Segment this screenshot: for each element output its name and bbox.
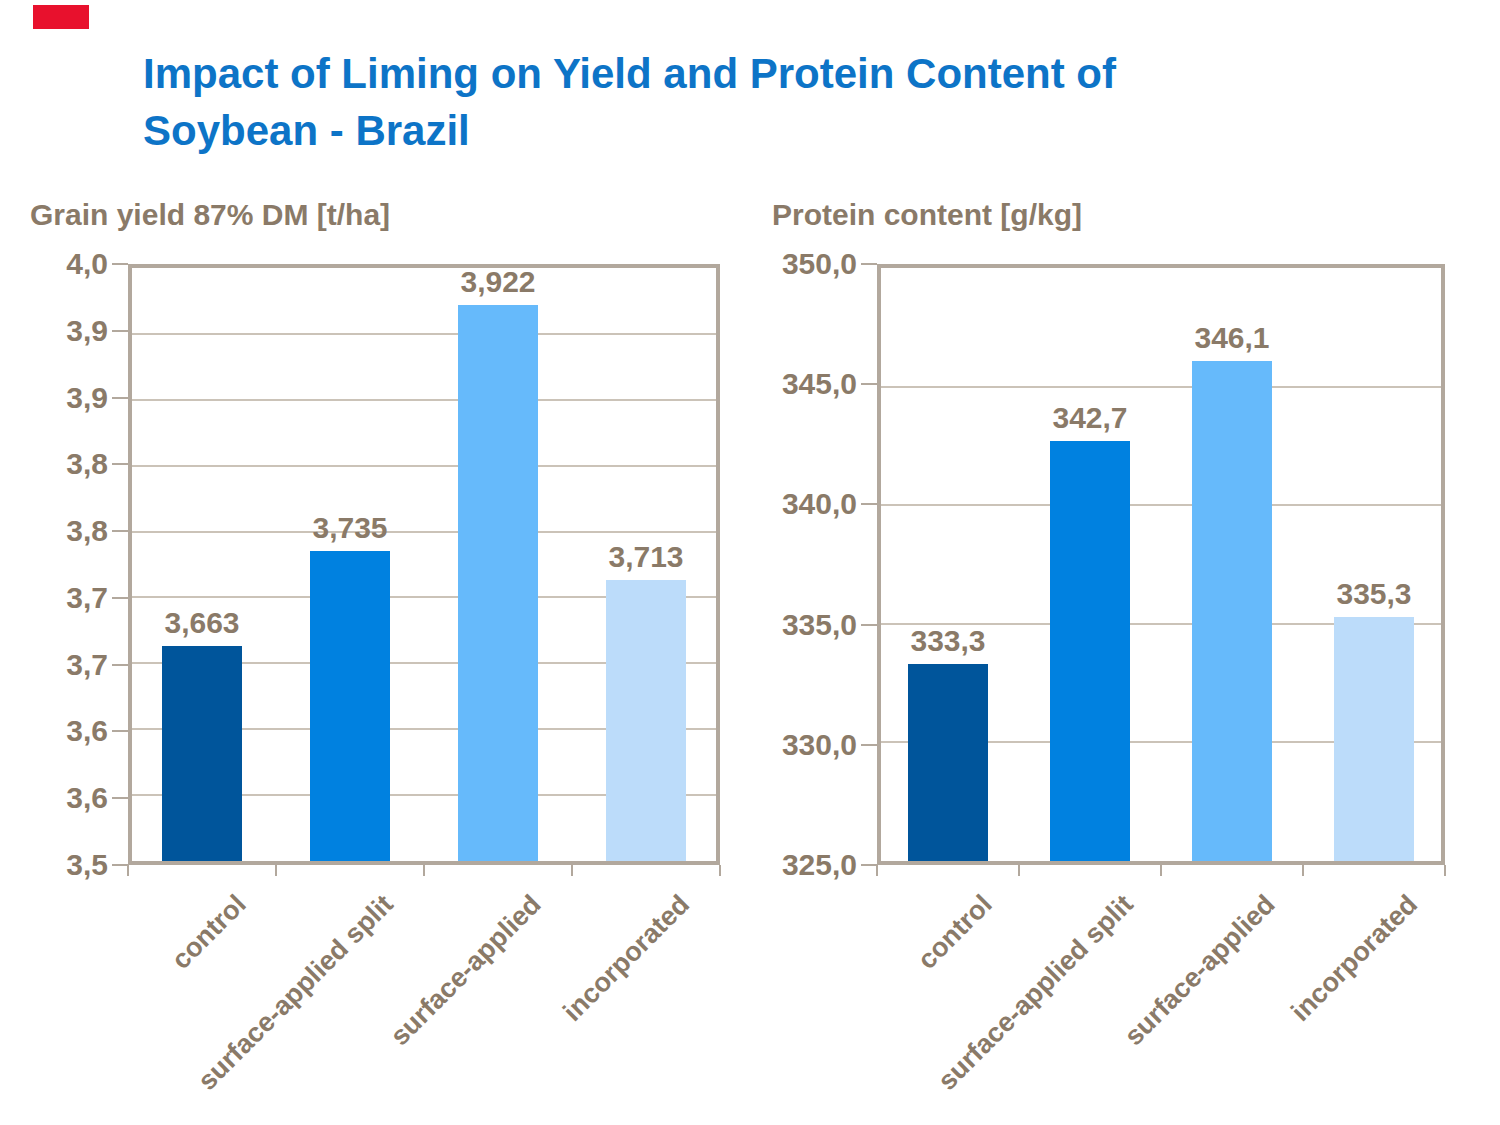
y-axis-tick bbox=[112, 597, 128, 599]
y-axis-tick bbox=[112, 397, 128, 399]
y-axis-tick-label: 330,0 bbox=[717, 728, 857, 762]
y-axis-tick-label: 325,0 bbox=[717, 848, 857, 882]
x-axis-tick bbox=[876, 865, 878, 876]
y-axis-tick-label: 3,9 bbox=[0, 314, 108, 348]
slide-title-line2: Soybean - Brazil bbox=[143, 107, 470, 154]
x-axis-tick bbox=[423, 865, 425, 876]
y-axis-tick bbox=[861, 864, 877, 866]
y-axis-tick-label: 335,0 bbox=[717, 608, 857, 642]
y-axis-tick-label: 3,8 bbox=[0, 514, 108, 548]
bar-surface-applied-split bbox=[1050, 441, 1130, 861]
x-axis-tick bbox=[1444, 865, 1446, 876]
x-axis-tick bbox=[1018, 865, 1020, 876]
x-axis-category-label: incorporated bbox=[1285, 889, 1424, 1028]
y-axis-tick-label: 3,7 bbox=[0, 581, 108, 615]
x-axis-tick bbox=[1302, 865, 1304, 876]
bar-value-label: 3,663 bbox=[112, 606, 292, 640]
x-axis-category-label: surface-applied bbox=[385, 889, 548, 1052]
red-accent-rectangle bbox=[33, 5, 89, 29]
gridline bbox=[132, 333, 716, 335]
y-axis-tick-label: 4,0 bbox=[0, 247, 108, 281]
y-axis-tick-label: 350,0 bbox=[717, 247, 857, 281]
y-axis-tick bbox=[112, 797, 128, 799]
bar-value-label: 346,1 bbox=[1142, 321, 1322, 355]
y-axis-tick-label: 3,7 bbox=[0, 648, 108, 682]
y-axis-tick bbox=[112, 864, 128, 866]
y-axis-tick bbox=[112, 263, 128, 265]
gridline bbox=[881, 504, 1441, 506]
x-axis-category-label: control bbox=[911, 889, 998, 976]
y-axis-tick bbox=[112, 330, 128, 332]
x-axis-tick bbox=[1160, 865, 1162, 876]
bar-value-label: 3,922 bbox=[408, 265, 588, 299]
y-axis-tick-label: 345,0 bbox=[717, 367, 857, 401]
y-axis-tick bbox=[861, 744, 877, 746]
x-axis-tick bbox=[275, 865, 277, 876]
bar-control bbox=[908, 664, 988, 861]
x-axis-category-label: incorporated bbox=[557, 889, 696, 1028]
bar-surface-applied bbox=[458, 305, 538, 861]
x-axis-tick bbox=[571, 865, 573, 876]
y-axis-tick bbox=[112, 664, 128, 666]
y-axis-tick-label: 3,5 bbox=[0, 848, 108, 882]
gridline bbox=[881, 386, 1441, 388]
bar-value-label: 333,3 bbox=[858, 624, 1038, 658]
y-axis-tick bbox=[112, 530, 128, 532]
y-axis-tick bbox=[861, 263, 877, 265]
grain-yield-chart-title: Grain yield 87% DM [t/ha] bbox=[30, 198, 390, 232]
y-axis-tick bbox=[112, 730, 128, 732]
bar-surface-applied-split bbox=[310, 551, 390, 861]
y-axis-tick-label: 3,9 bbox=[0, 381, 108, 415]
slide-title-line1: Impact of Liming on Yield and Protein Co… bbox=[143, 50, 1116, 97]
bar-value-label: 3,735 bbox=[260, 511, 440, 545]
gridline bbox=[132, 465, 716, 467]
bar-value-label: 335,3 bbox=[1284, 577, 1464, 611]
y-axis-tick bbox=[112, 463, 128, 465]
y-axis-tick-label: 340,0 bbox=[717, 487, 857, 521]
x-axis-category-label: surface-applied bbox=[1119, 889, 1282, 1052]
slide-title: Impact of Liming on Yield and Protein Co… bbox=[143, 45, 1393, 159]
bar-value-label: 3,713 bbox=[556, 540, 736, 574]
bar-surface-applied bbox=[1192, 361, 1272, 861]
bar-incorporated bbox=[606, 580, 686, 861]
y-axis-tick bbox=[861, 503, 877, 505]
gridline bbox=[132, 399, 716, 401]
y-axis-tick-label: 3,8 bbox=[0, 447, 108, 481]
bar-control bbox=[162, 646, 242, 861]
x-axis-category-label: control bbox=[165, 889, 252, 976]
x-axis-tick bbox=[127, 865, 129, 876]
bar-value-label: 342,7 bbox=[1000, 401, 1180, 435]
y-axis-tick bbox=[861, 383, 877, 385]
bar-incorporated bbox=[1334, 617, 1414, 861]
protein-content-chart-title: Protein content [g/kg] bbox=[772, 198, 1082, 232]
slide-canvas: Impact of Liming on Yield and Protein Co… bbox=[0, 0, 1500, 1125]
y-axis-tick-label: 3,6 bbox=[0, 781, 108, 815]
y-axis-tick-label: 3,6 bbox=[0, 714, 108, 748]
